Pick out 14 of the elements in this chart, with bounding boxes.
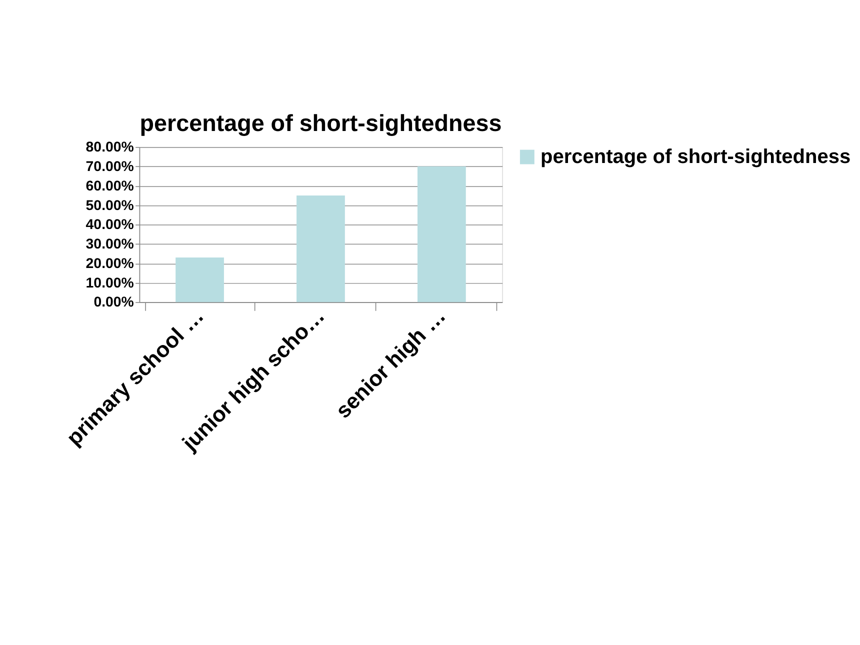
y-tick-label: 20.00% (86, 256, 134, 272)
y-tick-label: 70.00% (86, 158, 134, 175)
y-tick-label: 0.00% (94, 294, 134, 311)
y-tick-label: 80.00% (86, 140, 134, 156)
bar (176, 258, 224, 302)
y-tick-label: 30.00% (86, 236, 134, 253)
bar (296, 195, 345, 302)
chart-title: percentage of short-sightedness (140, 110, 502, 136)
bar (417, 166, 466, 302)
legend-label: percentage of short-sightedness (540, 146, 851, 168)
y-tick-label: 40.00% (86, 217, 134, 234)
y-tick-label: 60.00% (86, 178, 134, 194)
y-tick-label: 50.00% (86, 198, 134, 214)
y-tick-label: 10.00% (86, 275, 134, 292)
